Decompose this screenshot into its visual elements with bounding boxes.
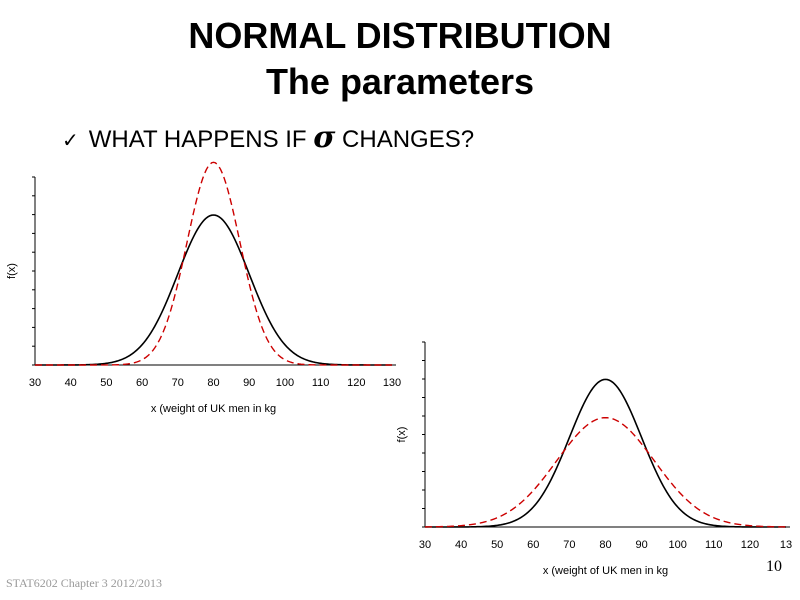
- x-tick-label: 80: [207, 377, 219, 389]
- x-tick-label: 120: [347, 377, 365, 389]
- bullet-text-prefix: WHAT HAPPENS IF: [88, 126, 314, 153]
- x-axis-label: x (weight of UK men in kg: [151, 403, 276, 415]
- series-curve-solid: [425, 378, 786, 528]
- x-tick-label: 80: [599, 539, 611, 551]
- bullet-point: ✓ WHAT HAPPENS IF σ CHANGES?: [62, 120, 474, 158]
- x-tick-label: 120: [741, 539, 759, 551]
- checkmark-icon: ✓: [62, 128, 79, 152]
- x-tick-label: 50: [491, 539, 503, 551]
- x-tick-label: 90: [243, 377, 255, 389]
- x-tick-label: 100: [669, 539, 687, 551]
- x-tick-label: 90: [635, 539, 647, 551]
- x-tick-label: 130: [383, 377, 401, 389]
- series-curve-dashed: [35, 161, 392, 366]
- footer-course-info: STAT6202 Chapter 3 2012/2013: [6, 576, 163, 590]
- x-tick-label: 30: [419, 539, 431, 551]
- bullet-text-suffix: CHANGES?: [335, 126, 475, 153]
- chart-sigma-larger: 30 40 50 60 70 80 90 100 110 120 13 x (weight of UK…: [396, 341, 792, 577]
- series-curve-dashed: [424, 416, 787, 528]
- series-curve-solid: [35, 214, 392, 366]
- x-tick-label: 70: [172, 377, 184, 389]
- x-axis-label: x (weight of UK men in kg: [543, 565, 668, 577]
- y-axis-label: f(x): [396, 427, 408, 443]
- page-number: 10: [766, 558, 782, 575]
- x-tick-label: 30: [29, 377, 41, 389]
- x-tick-label: 40: [65, 377, 77, 389]
- x-tick-label: 40: [455, 539, 467, 551]
- y-axis-label: f(x): [6, 263, 18, 279]
- sigma-symbol: σ: [313, 120, 336, 155]
- slide-title: NORMAL DISTRIBUTION: [188, 15, 612, 56]
- x-tick-label: 13: [780, 539, 792, 551]
- x-tick-label: 110: [312, 377, 330, 389]
- chart-sigma-smaller: 30 40 50 60 70 80 90 100 110 120 130 x (weight of U…: [6, 161, 401, 415]
- x-tick-label: 60: [527, 539, 539, 551]
- x-tick-label: 70: [563, 539, 575, 551]
- x-tick-label: 60: [136, 377, 148, 389]
- slide-subtitle: The parameters: [265, 61, 535, 102]
- x-tick-label: 110: [705, 539, 723, 551]
- x-tick-label: 100: [276, 377, 294, 389]
- x-tick-label: 50: [100, 377, 112, 389]
